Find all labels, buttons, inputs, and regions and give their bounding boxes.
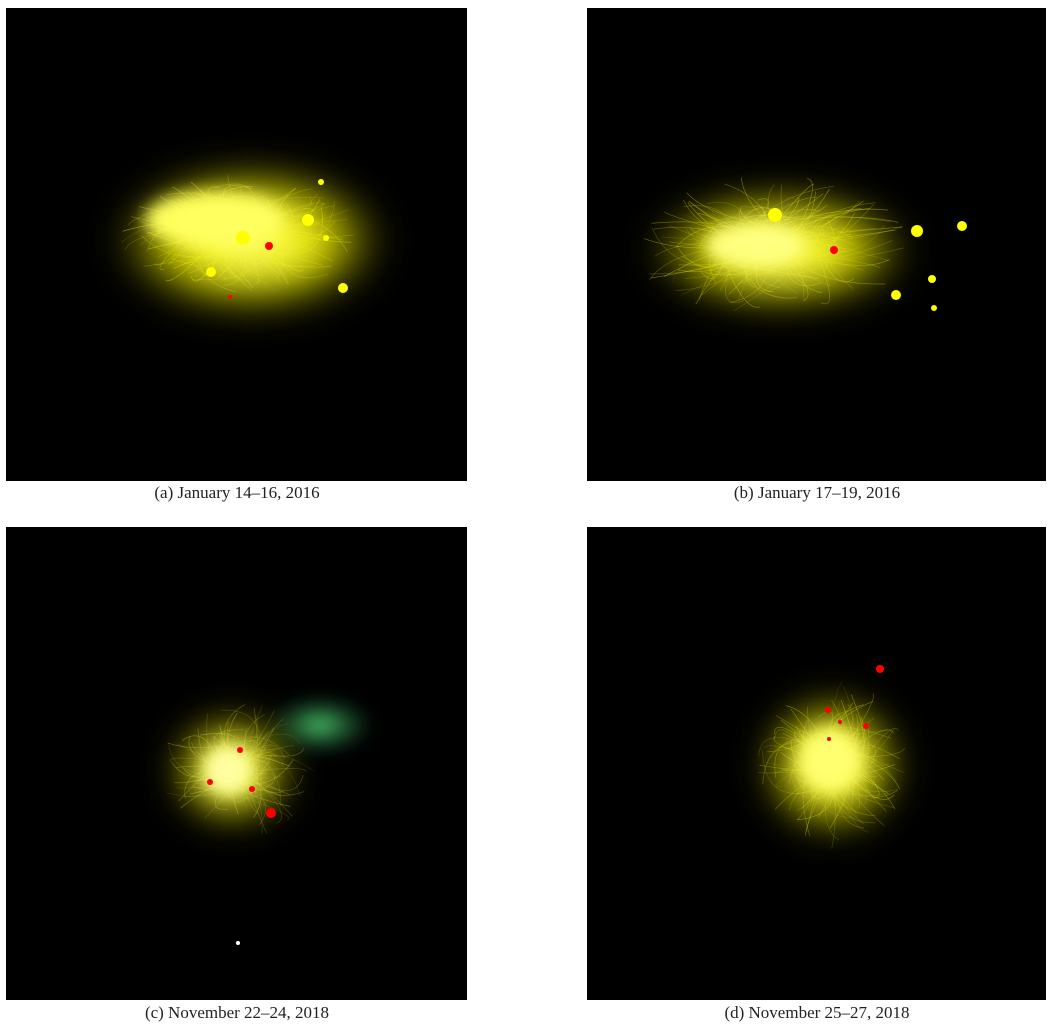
node	[957, 221, 967, 231]
node	[228, 295, 232, 299]
node	[768, 208, 782, 222]
panel-b	[587, 8, 1046, 481]
cluster-core	[145, 192, 285, 248]
node	[207, 779, 213, 785]
caption: (a) January 14–16, 2016	[154, 483, 319, 502]
panel-c	[6, 527, 467, 1000]
caption: (c) November 22–24, 2018	[145, 1003, 329, 1022]
node	[302, 214, 314, 226]
node	[206, 267, 216, 277]
node	[338, 283, 348, 293]
node	[825, 707, 831, 713]
node	[249, 786, 255, 792]
node	[827, 737, 831, 741]
cluster-core	[203, 745, 253, 795]
node	[928, 275, 936, 283]
node	[876, 665, 884, 673]
node	[931, 305, 937, 311]
caption: (b) January 17–19, 2016	[734, 483, 900, 502]
node	[266, 808, 276, 818]
node	[863, 723, 869, 729]
node	[236, 941, 240, 945]
page: (a) January 14–16, 2016 (b) January 17–1…	[0, 0, 1051, 1027]
node	[323, 235, 329, 241]
cluster-core	[705, 223, 805, 267]
node	[891, 290, 901, 300]
node	[236, 231, 250, 245]
node	[265, 242, 273, 250]
node	[838, 720, 842, 724]
node	[318, 179, 324, 185]
node	[911, 225, 923, 237]
node	[830, 246, 838, 254]
panel-a	[6, 8, 467, 481]
figure: (a) January 14–16, 2016 (b) January 17–1…	[0, 0, 1051, 1027]
panel-d	[587, 527, 1046, 1000]
node	[237, 747, 243, 753]
caption: (d) November 25–27, 2018	[724, 1003, 909, 1022]
